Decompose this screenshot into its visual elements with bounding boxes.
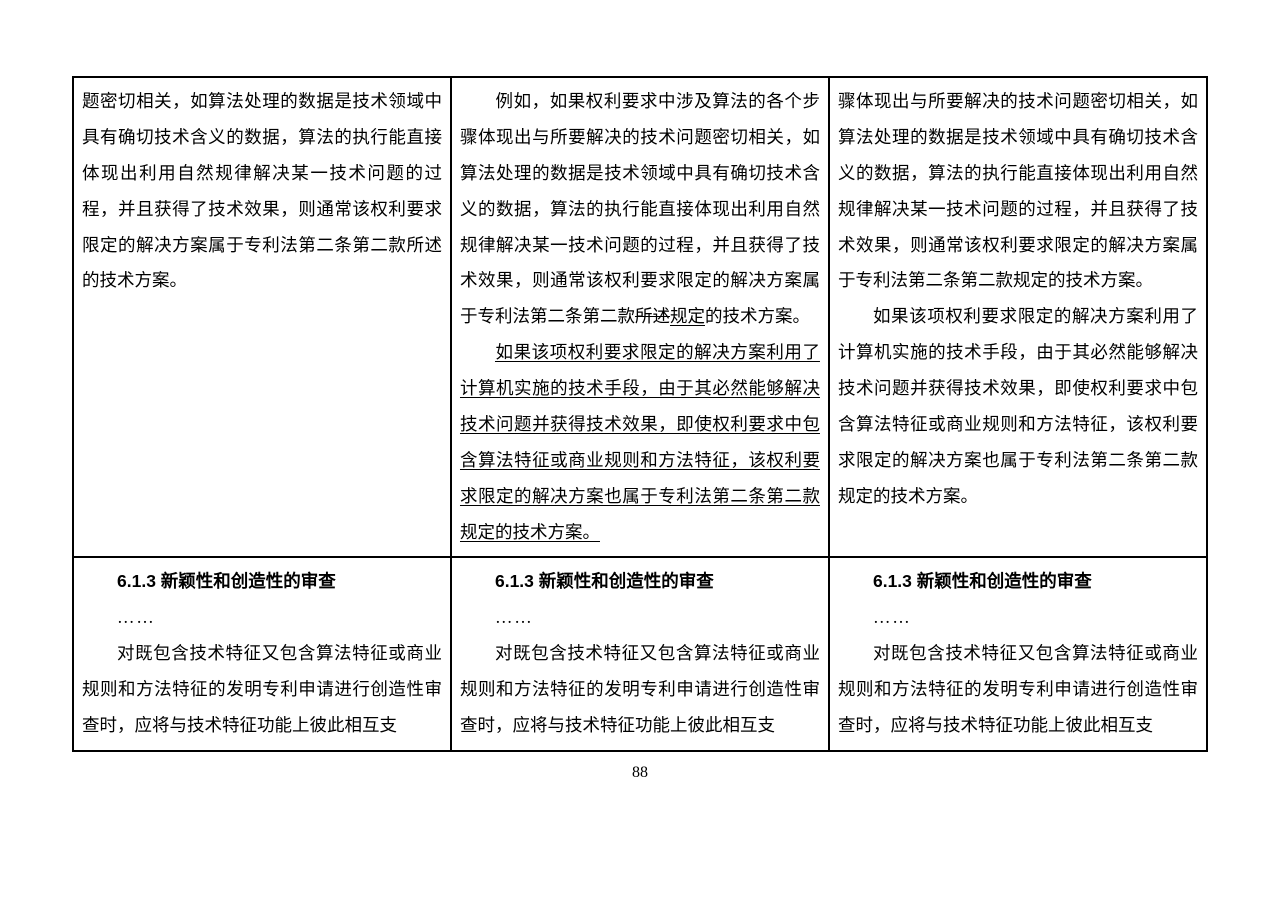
cell-r1-c2: 例如，如果权利要求中涉及算法的各个步骤体现出与所要解决的技术问题密切相关，如算法… [451,77,829,557]
table-row: 6.1.3 新颖性和创造性的审查 …… 对既包含技术特征又包含算法特征或商业规则… [73,557,1207,750]
comparison-table: 题密切相关，如算法处理的数据是技术领域中具有确切技术含义的数据，算法的执行能直接… [72,76,1208,752]
body-text: 题密切相关，如算法处理的数据是技术领域中具有确切技术含义的数据，算法的执行能直接… [82,84,442,299]
cell-r2-c3: 6.1.3 新颖性和创造性的审查 …… 对既包含技术特征又包含算法特征或商业规则… [829,557,1207,750]
page-container: 题密切相关，如算法处理的数据是技术领域中具有确切技术含义的数据，算法的执行能直接… [0,0,1280,782]
body-text: 对既包含技术特征又包含算法特征或商业规则和方法特征的发明专利申请进行创造性审查时… [838,636,1198,744]
cell-r1-c1: 题密切相关，如算法处理的数据是技术领域中具有确切技术含义的数据，算法的执行能直接… [73,77,451,557]
section-heading: 6.1.3 新颖性和创造性的审查 [460,564,820,600]
section-heading: 6.1.3 新颖性和创造性的审查 [838,564,1198,600]
text-segment: 的技术方案。 [705,306,810,326]
strikethrough-text: 所述 [635,306,670,326]
cell-r2-c2: 6.1.3 新颖性和创造性的审查 …… 对既包含技术特征又包含算法特征或商业规则… [451,557,829,750]
ellipsis-text: …… [460,600,820,636]
body-text: 骤体现出与所要解决的技术问题密切相关，如算法处理的数据是技术领域中具有确切技术含… [838,84,1198,299]
body-text: 对既包含技术特征又包含算法特征或商业规则和方法特征的发明专利申请进行创造性审查时… [82,636,442,744]
cell-r1-c3: 骤体现出与所要解决的技术问题密切相关，如算法处理的数据是技术领域中具有确切技术含… [829,77,1207,557]
body-text: 对既包含技术特征又包含算法特征或商业规则和方法特征的发明专利申请进行创造性审查时… [460,636,820,744]
ellipsis-text: …… [82,600,442,636]
body-text: 如果该项权利要求限定的解决方案利用了计算机实施的技术手段，由于其必然能够解决技术… [460,335,820,550]
underline-text: 规定 [670,306,705,326]
body-text: 例如，如果权利要求中涉及算法的各个步骤体现出与所要解决的技术问题密切相关，如算法… [460,84,820,335]
page-number: 88 [72,764,1208,782]
cell-r2-c1: 6.1.3 新颖性和创造性的审查 …… 对既包含技术特征又包含算法特征或商业规则… [73,557,451,750]
table-row: 题密切相关，如算法处理的数据是技术领域中具有确切技术含义的数据，算法的执行能直接… [73,77,1207,557]
ellipsis-text: …… [838,600,1198,636]
section-heading: 6.1.3 新颖性和创造性的审查 [82,564,442,600]
body-text: 如果该项权利要求限定的解决方案利用了计算机实施的技术手段，由于其必然能够解决技术… [838,299,1198,514]
text-segment: 例如，如果权利要求中涉及算法的各个步骤体现出与所要解决的技术问题密切相关，如算法… [460,91,820,326]
underline-text: 如果该项权利要求限定的解决方案利用了计算机实施的技术手段，由于其必然能够解决技术… [460,342,820,541]
